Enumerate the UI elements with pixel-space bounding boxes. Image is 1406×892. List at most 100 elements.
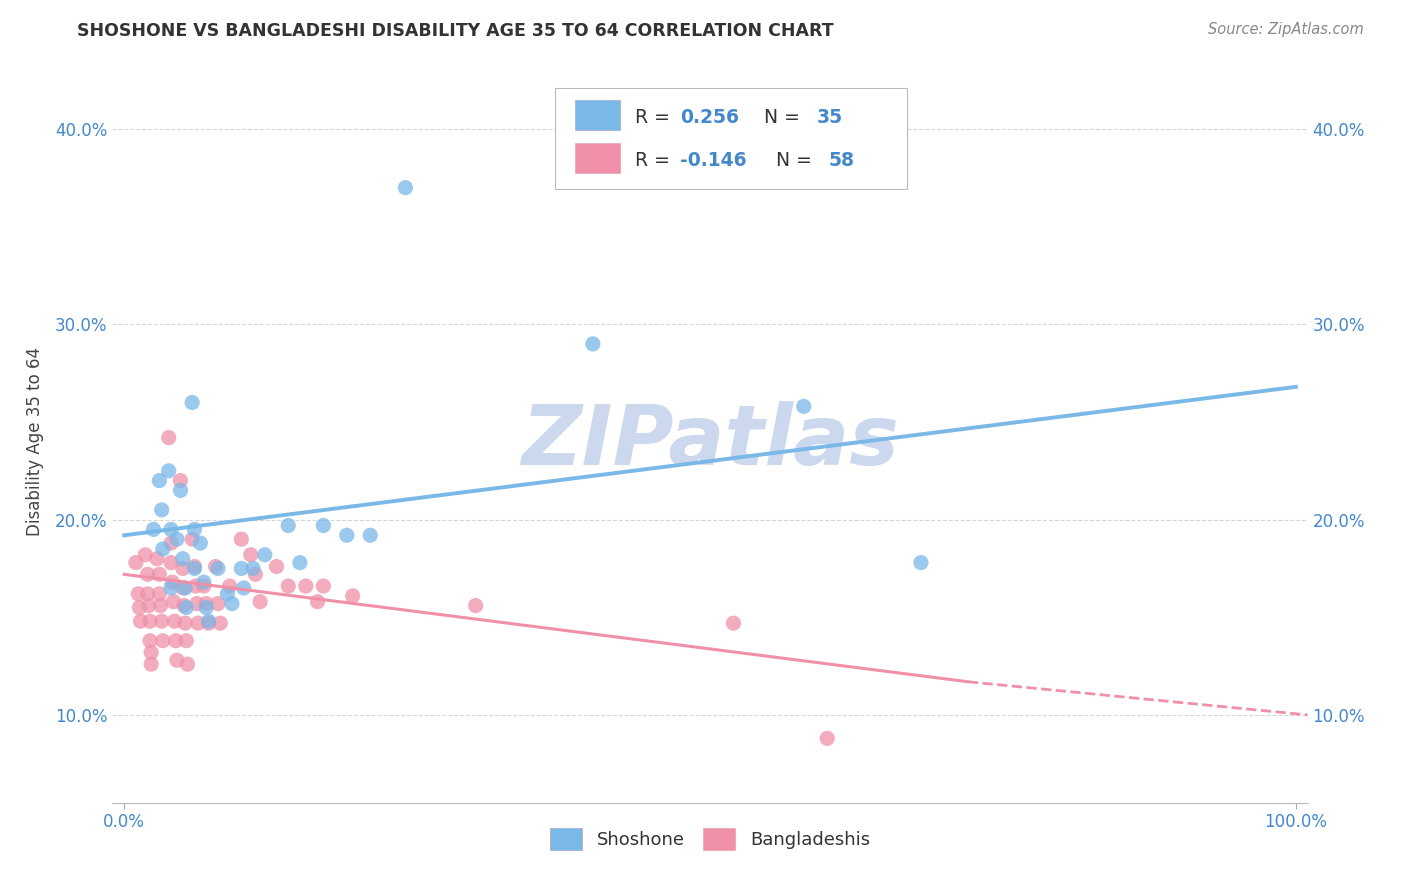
Point <box>187 616 209 631</box>
Point <box>582 337 605 351</box>
Point <box>793 400 815 414</box>
Point <box>141 645 163 659</box>
Point <box>141 657 163 672</box>
Point <box>183 561 205 575</box>
Point <box>139 614 162 628</box>
Point <box>174 581 197 595</box>
Text: Source: ZipAtlas.com: Source: ZipAtlas.com <box>1208 22 1364 37</box>
Legend: Shoshone, Bangladeshis: Shoshone, Bangladeshis <box>541 819 879 859</box>
Point <box>160 536 183 550</box>
Point <box>148 567 170 582</box>
Point <box>157 431 180 445</box>
Point <box>136 567 159 582</box>
Text: ZIPatlas: ZIPatlas <box>522 401 898 482</box>
Point <box>160 523 183 537</box>
Text: R =: R = <box>634 152 676 170</box>
Point <box>181 532 204 546</box>
Point <box>150 614 173 628</box>
Point <box>312 579 335 593</box>
Point <box>162 595 184 609</box>
Point <box>125 556 148 570</box>
Point <box>209 616 232 631</box>
Point <box>183 523 205 537</box>
Point <box>169 474 191 488</box>
Point <box>169 483 191 498</box>
Point <box>174 600 197 615</box>
Point <box>139 633 162 648</box>
Point <box>181 395 204 409</box>
Bar <box>575 144 620 173</box>
Point <box>134 548 156 562</box>
Point <box>231 532 253 546</box>
Point <box>207 597 229 611</box>
Point <box>197 614 219 628</box>
Point <box>239 548 262 562</box>
Point <box>197 616 219 631</box>
Point <box>249 595 271 609</box>
Point <box>359 528 381 542</box>
Point <box>277 518 299 533</box>
Point <box>464 599 486 613</box>
Point <box>149 599 172 613</box>
Point <box>277 579 299 593</box>
Point <box>218 579 240 593</box>
Point <box>221 597 243 611</box>
Text: SHOSHONE VS BANGLADESHI DISABILITY AGE 35 TO 64 CORRELATION CHART: SHOSHONE VS BANGLADESHI DISABILITY AGE 3… <box>77 22 834 40</box>
Point <box>193 575 215 590</box>
Point <box>204 559 226 574</box>
Point <box>162 575 183 590</box>
Point <box>195 600 218 615</box>
Point <box>394 180 416 194</box>
Point <box>138 599 160 613</box>
Text: -0.146: -0.146 <box>681 152 747 170</box>
Bar <box>575 100 620 130</box>
Point <box>152 541 174 556</box>
Point <box>176 657 198 672</box>
FancyBboxPatch shape <box>554 87 907 189</box>
Point <box>207 561 229 575</box>
Point <box>152 633 174 648</box>
Point <box>312 518 335 533</box>
Point <box>163 614 186 628</box>
Point <box>295 579 318 593</box>
Point <box>336 528 359 542</box>
Point <box>342 589 364 603</box>
Point <box>183 559 205 574</box>
Point <box>148 587 170 601</box>
Point <box>910 556 932 570</box>
Point <box>165 633 187 648</box>
Point <box>172 561 194 575</box>
Point <box>150 503 173 517</box>
Point <box>195 597 218 611</box>
Point <box>723 616 745 631</box>
Point <box>231 561 253 575</box>
Point <box>307 595 329 609</box>
Point <box>815 731 838 746</box>
Point <box>160 581 183 595</box>
Point <box>266 559 288 574</box>
Y-axis label: Disability Age 35 to 64: Disability Age 35 to 64 <box>25 347 44 536</box>
Point <box>253 548 276 562</box>
Point <box>136 587 159 601</box>
Point <box>129 614 152 628</box>
Point <box>173 599 195 613</box>
Point <box>193 579 215 593</box>
Point <box>232 581 254 595</box>
Point <box>172 551 194 566</box>
Point <box>174 616 197 631</box>
Point <box>148 474 170 488</box>
Point <box>186 597 208 611</box>
Point <box>157 464 180 478</box>
Point <box>288 556 311 570</box>
Point <box>166 653 188 667</box>
Point <box>242 561 264 575</box>
Point <box>142 523 165 537</box>
Point <box>245 567 267 582</box>
Point <box>184 579 207 593</box>
Point <box>188 536 212 550</box>
Text: R =: R = <box>634 108 676 127</box>
Text: N =: N = <box>763 152 818 170</box>
Point <box>146 551 169 566</box>
Point <box>160 556 183 570</box>
Point <box>217 587 239 601</box>
